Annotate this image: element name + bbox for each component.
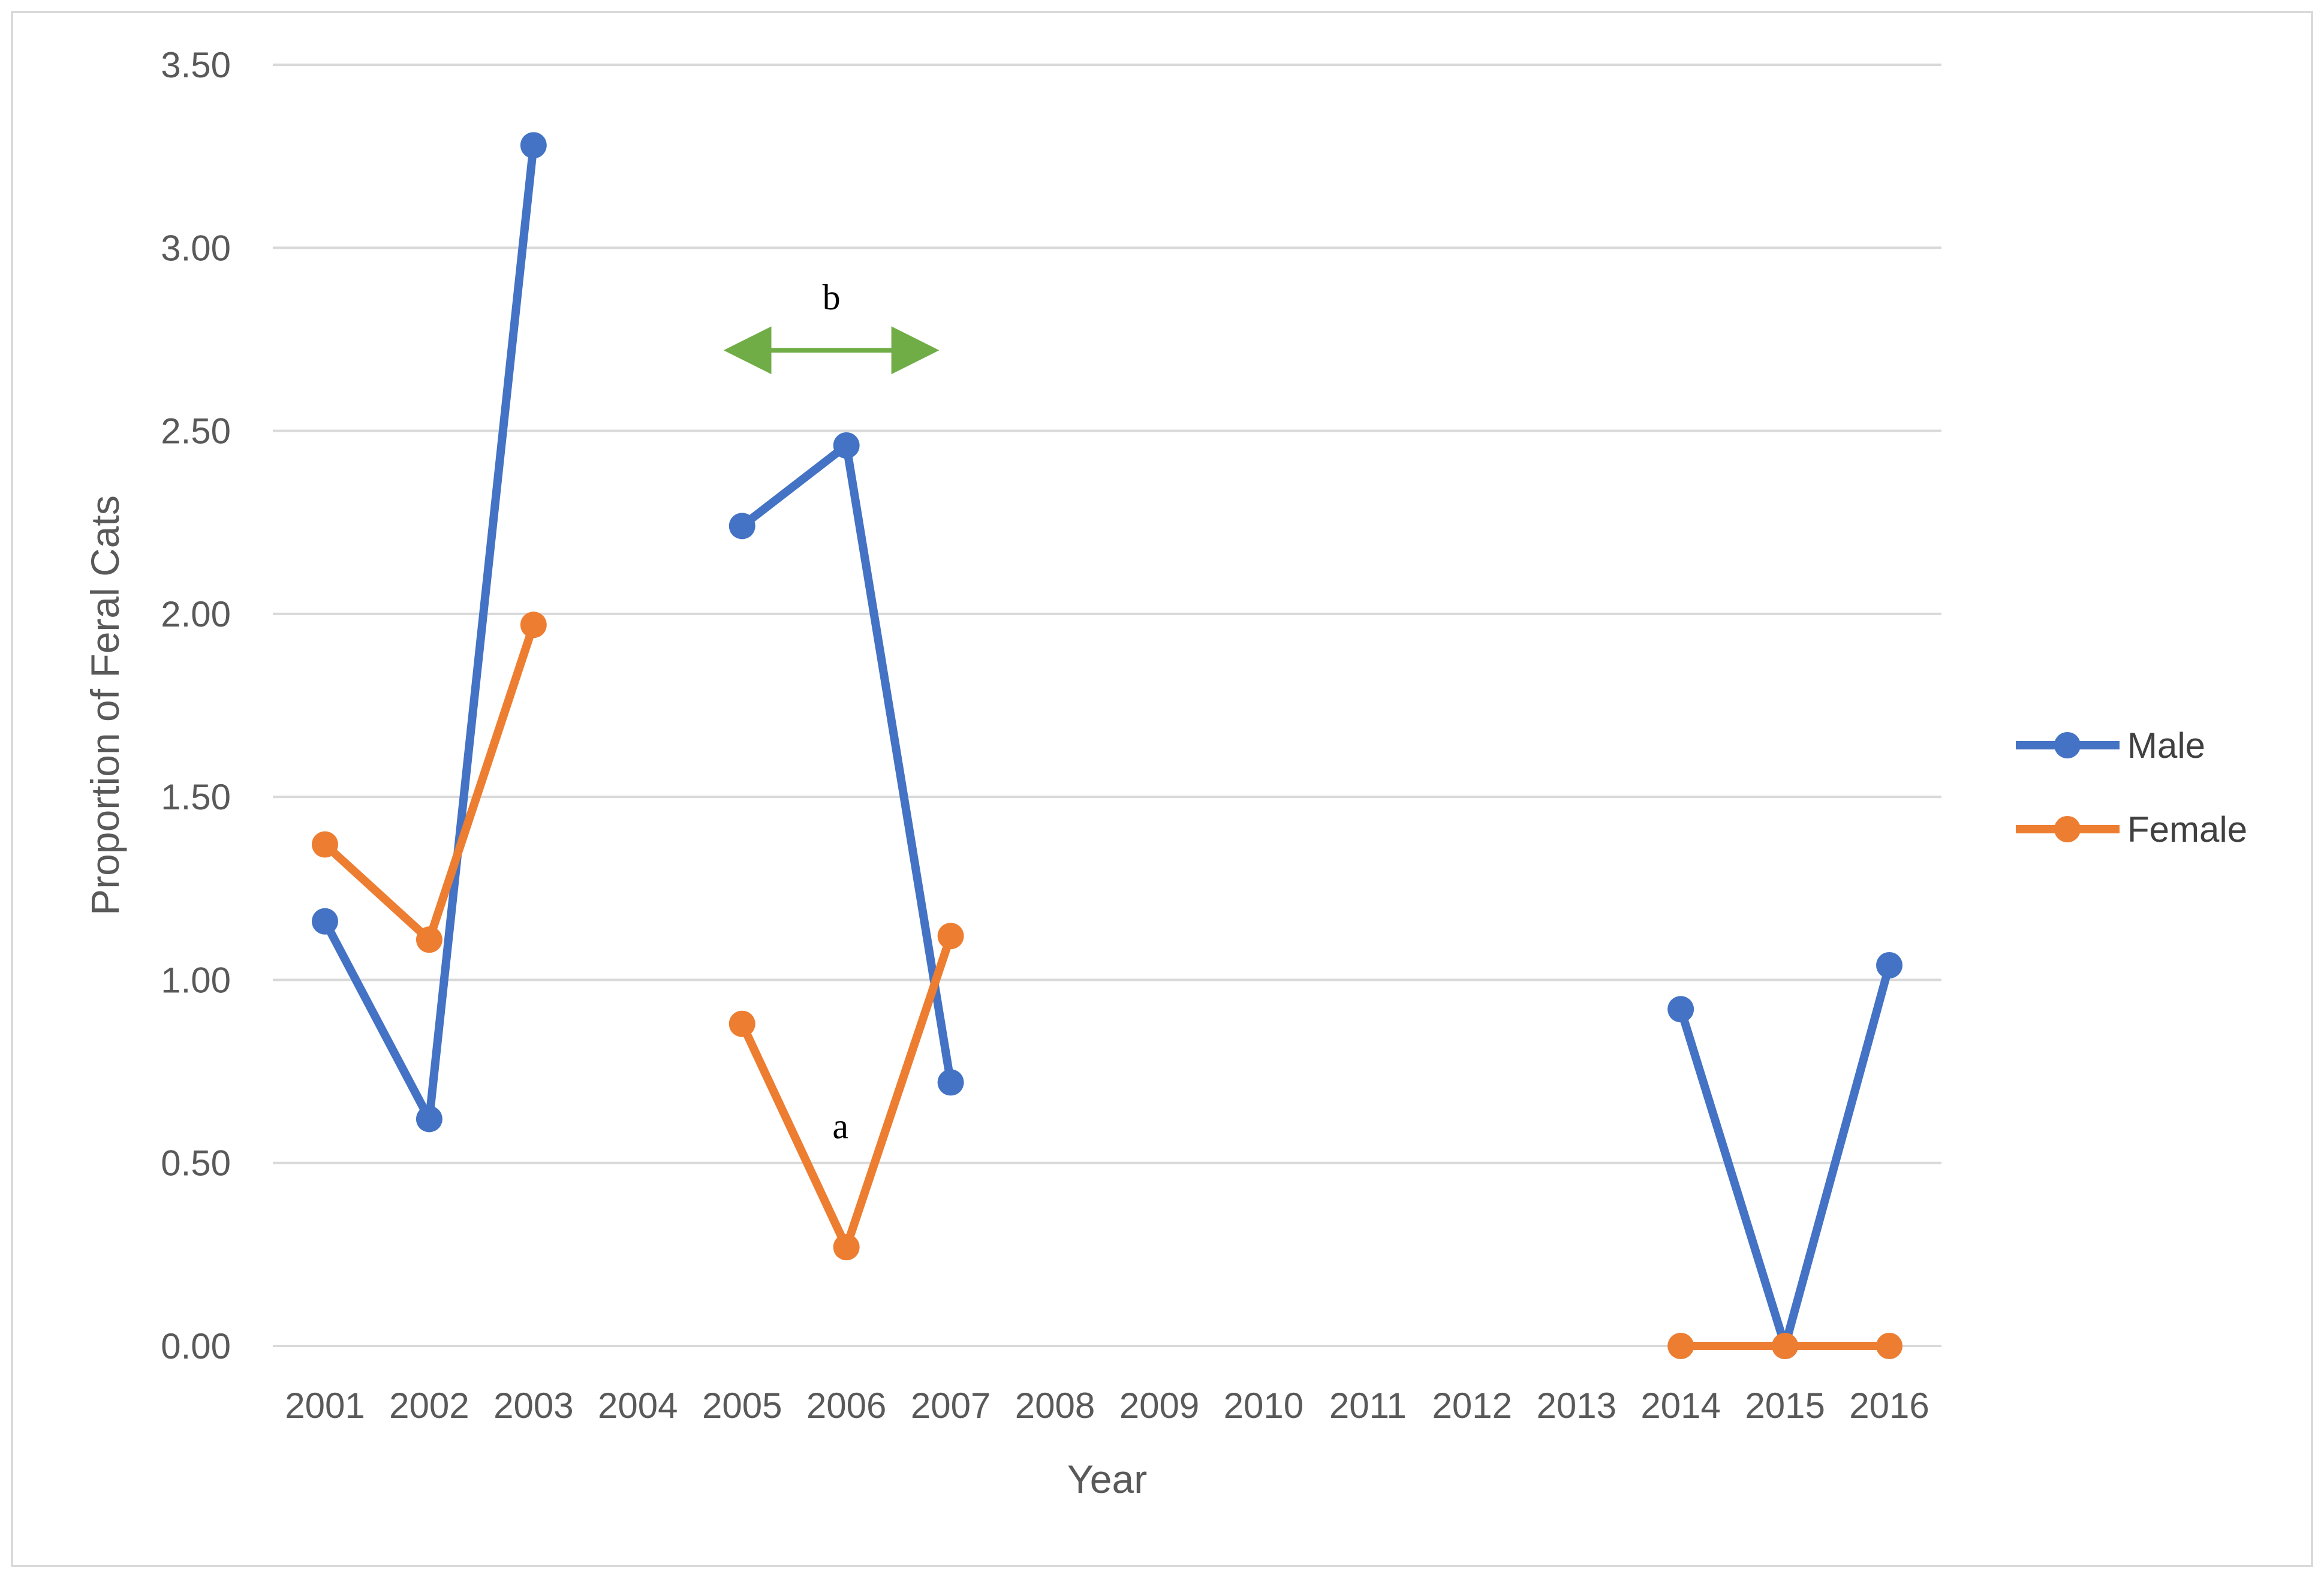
annotation-label: a bbox=[832, 1107, 848, 1146]
x-axis-title: Year bbox=[1067, 1457, 1147, 1501]
y-axis-ticks: 0.00 0.50 1.00 1.50 2.00 2.50 3.00 3.50 bbox=[161, 45, 231, 1366]
x-tick-label: 2009 bbox=[1119, 1386, 1199, 1426]
series-line bbox=[737, 932, 955, 1252]
y-tick-label: 0.50 bbox=[161, 1143, 231, 1184]
x-tick-label: 2012 bbox=[1432, 1386, 1512, 1426]
y-tick-label: 3.50 bbox=[161, 45, 231, 85]
gridlines bbox=[273, 64, 1941, 1347]
x-tick-label: 2004 bbox=[598, 1386, 678, 1426]
y-tick-label: 0.00 bbox=[161, 1326, 231, 1366]
series-line bbox=[1676, 961, 1894, 1350]
data-point bbox=[1876, 952, 1903, 979]
x-tick-label: 2001 bbox=[285, 1386, 365, 1426]
x-tick-label: 2015 bbox=[1745, 1386, 1825, 1426]
x-tick-label: 2008 bbox=[1015, 1386, 1095, 1426]
series-group bbox=[311, 132, 1903, 1359]
annotations: ba bbox=[723, 278, 940, 1146]
x-tick-label: 2010 bbox=[1224, 1386, 1304, 1426]
data-point bbox=[937, 1069, 964, 1096]
y-tick-label: 2.50 bbox=[161, 411, 231, 451]
data-point bbox=[311, 908, 338, 935]
x-tick-label: 2006 bbox=[806, 1386, 886, 1426]
data-point bbox=[520, 612, 547, 639]
chart-frame bbox=[11, 11, 2313, 1567]
x-tick-label: 2016 bbox=[1849, 1386, 1929, 1426]
y-tick-label: 1.00 bbox=[161, 960, 231, 1000]
series-male bbox=[311, 132, 1903, 1359]
annotation-label: b bbox=[823, 278, 841, 317]
series-line bbox=[320, 141, 538, 1124]
data-point bbox=[1772, 1333, 1799, 1359]
data-point bbox=[520, 132, 547, 159]
data-point bbox=[311, 831, 338, 858]
legend-item-female: Female bbox=[2016, 809, 2247, 850]
x-axis-ticks: 2001 2002 2003 2004 2005 2006 2007 2008 2009 2010… bbox=[285, 1386, 1929, 1426]
y-tick-label: 3.00 bbox=[161, 228, 231, 268]
y-tick-label: 1.50 bbox=[161, 777, 231, 817]
y-axis-title: Proportion of Feral Cats bbox=[83, 495, 127, 916]
data-point bbox=[1667, 996, 1694, 1023]
data-point bbox=[416, 1106, 442, 1133]
x-tick-label: 2011 bbox=[1329, 1386, 1407, 1426]
y-tick-label: 2.00 bbox=[161, 594, 231, 634]
data-point bbox=[728, 1010, 755, 1037]
legend-item-male: Male bbox=[2016, 725, 2205, 766]
series-line bbox=[320, 621, 538, 944]
x-tick-label: 2003 bbox=[493, 1386, 573, 1426]
data-point bbox=[728, 513, 755, 540]
x-tick-label: 2005 bbox=[702, 1386, 782, 1426]
legend-label: Male bbox=[2127, 725, 2205, 766]
x-tick-label: 2014 bbox=[1640, 1386, 1720, 1426]
legend-swatch-marker bbox=[2054, 816, 2081, 842]
data-point bbox=[833, 432, 860, 459]
x-tick-label: 2007 bbox=[911, 1386, 991, 1426]
data-point bbox=[833, 1234, 860, 1261]
legend: Male Female bbox=[2016, 725, 2247, 850]
legend-label: Female bbox=[2127, 809, 2247, 850]
data-point bbox=[1876, 1333, 1903, 1359]
series-line bbox=[737, 441, 955, 1087]
series-female bbox=[311, 612, 1903, 1359]
data-point bbox=[1667, 1333, 1694, 1359]
legend-swatch-marker bbox=[2054, 732, 2081, 758]
data-point bbox=[937, 923, 964, 950]
data-point bbox=[416, 926, 442, 953]
x-tick-label: 2002 bbox=[389, 1386, 469, 1426]
x-tick-label: 2013 bbox=[1536, 1386, 1616, 1426]
